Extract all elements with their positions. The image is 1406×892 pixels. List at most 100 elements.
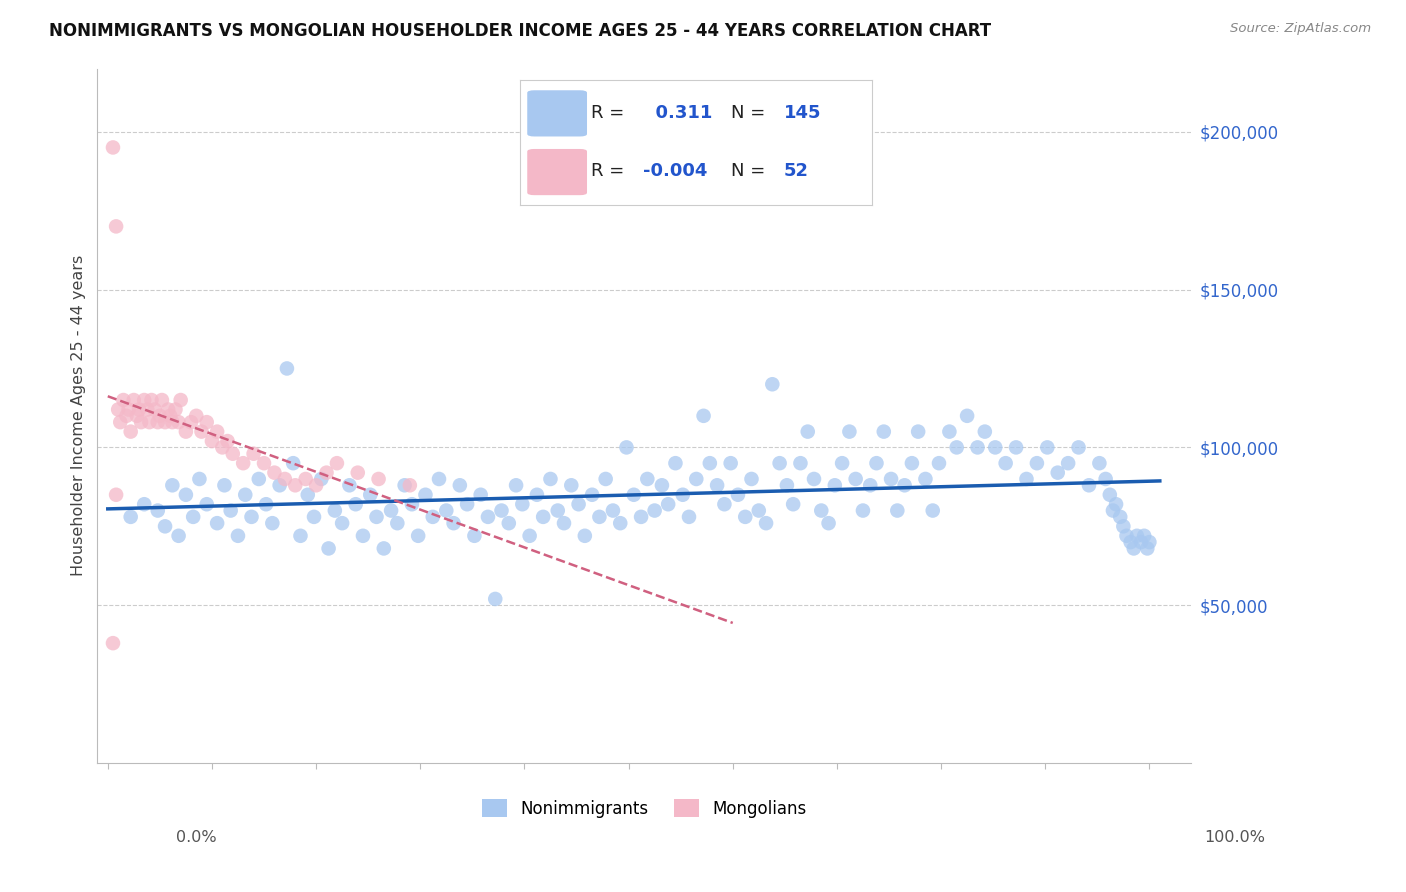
Point [195,415,218,429]
Point [180,415,202,429]
Point [768,456,790,470]
Point [713,497,735,511]
Point [149,409,172,423]
Point [602,503,624,517]
Point [720,456,742,470]
Point [727,488,749,502]
Point [222,447,245,461]
Point [609,516,631,531]
Point [274,472,297,486]
Point [755,516,778,531]
Text: R =: R = [591,162,624,180]
Point [1119,535,1142,549]
Point [101,636,124,650]
Point [105,219,128,234]
Point [323,503,346,517]
Point [1105,497,1128,511]
Point [1046,466,1069,480]
Point [831,456,853,470]
Point [122,392,145,407]
Point [484,591,506,606]
Point [956,409,979,423]
Point [233,488,256,502]
Point [740,472,762,486]
Point [838,425,860,439]
Y-axis label: Householder Income Ages 25 - 44 years: Householder Income Ages 25 - 44 years [72,255,86,576]
Point [547,503,569,517]
Point [373,541,395,556]
Point [366,509,388,524]
Point [1098,488,1121,502]
Point [581,488,603,502]
Point [498,516,520,531]
Point [153,415,176,429]
Point [865,456,887,470]
Point [938,425,960,439]
Point [616,441,638,455]
Point [568,497,591,511]
Point [167,415,190,429]
Point [311,472,333,486]
Point [945,441,967,455]
Point [146,503,169,517]
Point [782,497,804,511]
Point [852,503,875,517]
Point [290,529,312,543]
Point [595,472,617,486]
Point [491,503,513,517]
Point [398,478,420,492]
Point [636,472,658,486]
Point [873,425,896,439]
Point [352,529,374,543]
Point [1088,456,1111,470]
Point [678,509,700,524]
Legend: Nonimmigrants, Mongolians: Nonimmigrants, Mongolians [475,793,813,824]
Text: 0.0%: 0.0% [176,830,217,845]
Point [174,425,197,439]
Point [153,519,176,533]
Point [588,509,610,524]
Point [810,503,832,517]
Point [1015,472,1038,486]
Point [427,472,450,486]
Point [699,456,721,470]
Point [101,140,124,154]
Point [824,478,846,492]
Point [394,478,416,492]
Point [134,392,156,407]
Point [1130,535,1153,549]
Point [105,488,128,502]
Point [901,456,924,470]
Point [302,509,325,524]
Point [664,456,686,470]
Point [269,478,291,492]
Point [422,509,444,524]
Point [574,529,596,543]
Text: N =: N = [731,103,765,121]
Point [880,472,903,486]
Point [315,466,337,480]
Point [434,503,457,517]
Point [803,472,825,486]
Point [283,456,305,470]
Point [845,472,868,486]
Point [146,415,169,429]
Point [254,497,277,511]
Point [232,456,254,470]
Point [138,415,160,429]
Point [240,509,263,524]
Point [143,402,166,417]
Point [672,488,695,502]
Point [162,415,184,429]
Point [463,529,485,543]
Point [134,497,156,511]
Point [188,472,211,486]
Point [1036,441,1059,455]
Point [477,509,499,524]
FancyBboxPatch shape [527,149,588,195]
Point [211,441,233,455]
Point [117,402,139,417]
Point [1133,529,1156,543]
Text: NONIMMIGRANTS VS MONGOLIAN HOUSEHOLDER INCOME AGES 25 - 44 YEARS CORRELATION CHA: NONIMMIGRANTS VS MONGOLIAN HOUSEHOLDER I… [49,22,991,40]
Point [159,409,181,423]
